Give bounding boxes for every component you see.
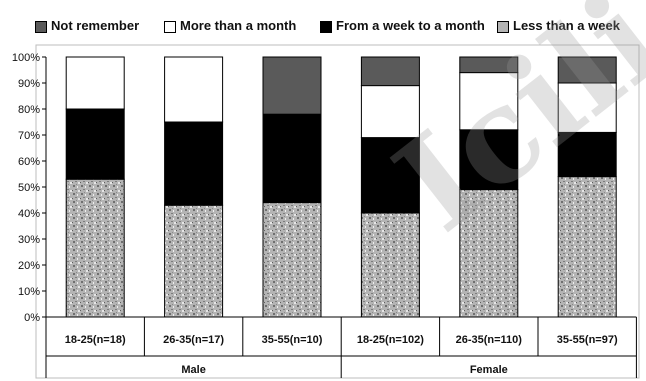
- bar-segment-less-than-a-week: [360, 212, 420, 318]
- group-label: Male: [181, 364, 205, 376]
- y-axis: 0% 10% 20% 30% 40% 50% 60% 70% 80% 90% 100%: [12, 52, 47, 324]
- legend-label-not-remember: Not remember: [51, 18, 140, 33]
- y-tick-label: 70%: [18, 130, 40, 142]
- legend-label-from-a-week-to-a-month: From a week to a month: [336, 18, 485, 33]
- x-tick-label: 26-35(n=17): [163, 334, 224, 346]
- y-tick-label: 40%: [18, 208, 40, 220]
- bar-segment-from-a-week-to-a-month: [360, 137, 420, 214]
- y-tick-label: 90%: [18, 78, 40, 90]
- x-tick-label: 18-25(n=102): [357, 334, 424, 346]
- bar-segment-more-than-a-month: [360, 85, 420, 139]
- group-label: Female: [470, 364, 508, 376]
- bars: [65, 56, 617, 318]
- legend-swatch-less-than-a-week: [497, 21, 509, 33]
- legend-swatch-not-remember: [35, 21, 47, 33]
- x-tick-label: 35-55(n=97): [557, 334, 618, 346]
- x-tick-label: 18-25(n=18): [65, 334, 126, 346]
- x-tick-label: 35-55(n=10): [262, 334, 323, 346]
- y-tick-label: 50%: [18, 182, 40, 194]
- bar-segment-less-than-a-week: [164, 204, 224, 318]
- y-tick-label: 60%: [18, 156, 40, 168]
- legend-swatch-more-than-a-month: [164, 21, 176, 33]
- bar-segment-not-remember: [557, 56, 617, 84]
- plot-frame: [35, 44, 640, 379]
- bar-segment-more-than-a-month: [557, 82, 617, 133]
- x-tick-label: 26-35(n=110): [456, 334, 523, 346]
- y-tick-label: 80%: [18, 104, 40, 116]
- bar-segment-not-remember: [459, 56, 519, 74]
- bar-segment-less-than-a-week: [557, 176, 617, 318]
- y-tick-label: 10%: [18, 286, 40, 298]
- bar-segment-less-than-a-week: [262, 202, 322, 318]
- bar-segment-less-than-a-week: [65, 178, 125, 318]
- bar-segment-from-a-week-to-a-month: [262, 113, 322, 204]
- y-tick-label: 30%: [18, 234, 40, 246]
- bar-segment-less-than-a-week: [459, 189, 519, 318]
- bar-segment-from-a-week-to-a-month: [164, 121, 224, 206]
- bar-segment-from-a-week-to-a-month: [459, 129, 519, 191]
- bar-segment-from-a-week-to-a-month: [65, 108, 125, 180]
- legend: Not remember More than a month From a we…: [0, 16, 646, 38]
- y-tick-label: 20%: [18, 260, 40, 272]
- legend-swatch-from-a-week-to-a-month: [320, 21, 332, 33]
- bar-segment-not-remember: [262, 56, 322, 115]
- bar-segment-not-remember: [360, 56, 420, 87]
- legend-label-more-than-a-month: More than a month: [180, 18, 297, 33]
- bar-segment-more-than-a-month: [459, 72, 519, 131]
- x-axis: 18-25(n=18) 26-35(n=17) 35-55(n=10) 18-25(n…: [45, 316, 637, 378]
- legend-label-less-than-a-week: Less than a week: [513, 18, 620, 33]
- bar-segment-more-than-a-month: [164, 56, 224, 123]
- y-tick-label: 100%: [12, 52, 40, 64]
- bar-segment-more-than-a-month: [65, 56, 125, 110]
- y-tick-label: 0%: [24, 312, 40, 324]
- bar-segment-from-a-week-to-a-month: [557, 131, 617, 178]
